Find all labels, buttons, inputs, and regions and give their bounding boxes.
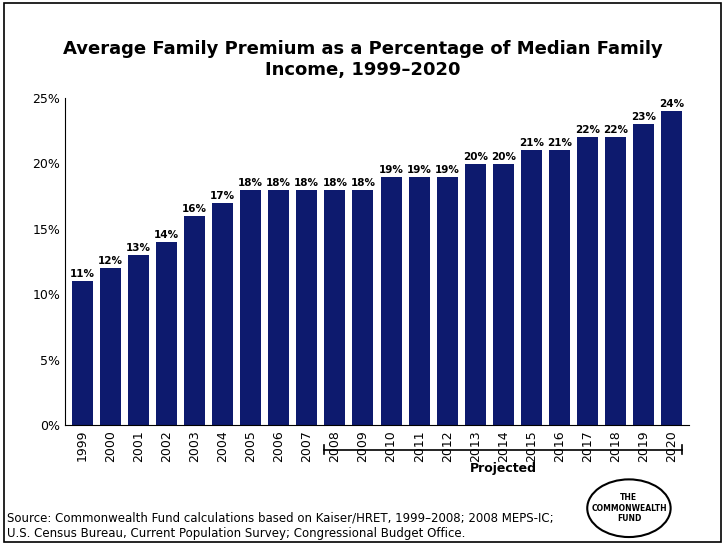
Bar	[268, 190, 289, 425]
Bar	[184, 216, 205, 425]
Text: 18%: 18%	[350, 178, 376, 187]
Text: 11%: 11%	[70, 269, 94, 279]
Text: 20%: 20%	[463, 152, 488, 161]
Circle shape	[587, 480, 671, 537]
Text: 19%: 19%	[407, 165, 431, 174]
Text: 21%: 21%	[547, 138, 572, 148]
Text: Average Family Premium as a Percentage of Median Family
Income, 1999–2020: Average Family Premium as a Percentage o…	[62, 40, 663, 79]
Text: 19%: 19%	[435, 165, 460, 174]
Text: 18%: 18%	[294, 178, 319, 187]
Text: 18%: 18%	[323, 178, 347, 187]
Bar	[409, 177, 430, 425]
Bar	[297, 190, 318, 425]
Bar	[72, 281, 93, 425]
Bar	[352, 190, 373, 425]
Text: 18%: 18%	[266, 178, 291, 187]
Bar	[661, 111, 682, 425]
Text: 24%: 24%	[659, 99, 684, 109]
Bar	[436, 177, 457, 425]
Text: 12%: 12%	[98, 256, 123, 266]
Bar	[128, 255, 149, 425]
Bar	[521, 150, 542, 425]
Bar	[493, 164, 514, 425]
Bar	[605, 137, 626, 425]
Bar	[240, 190, 261, 425]
Bar	[633, 124, 655, 425]
Bar	[156, 242, 177, 425]
Text: Source: Commonwealth Fund calculations based on Kaiser/HRET, 1999–2008; 2008 MEP: Source: Commonwealth Fund calculations b…	[7, 512, 554, 540]
Text: THE
COMMONWEALTH
FUND: THE COMMONWEALTH FUND	[591, 493, 667, 523]
Text: Projected: Projected	[470, 462, 537, 475]
Text: 16%: 16%	[182, 204, 207, 214]
Bar	[549, 150, 570, 425]
Bar	[577, 137, 598, 425]
Bar	[381, 177, 402, 425]
Text: 22%: 22%	[603, 125, 629, 135]
Text: 21%: 21%	[519, 138, 544, 148]
Bar	[212, 203, 233, 425]
Bar	[324, 190, 345, 425]
Text: 23%: 23%	[631, 112, 656, 122]
Text: 18%: 18%	[238, 178, 263, 187]
Text: 19%: 19%	[378, 165, 404, 174]
Bar	[465, 164, 486, 425]
Text: 17%: 17%	[210, 191, 235, 201]
Text: 22%: 22%	[575, 125, 600, 135]
Bar	[99, 268, 121, 425]
Text: 13%: 13%	[125, 243, 151, 253]
Text: 20%: 20%	[491, 152, 516, 161]
Text: 14%: 14%	[154, 230, 179, 240]
